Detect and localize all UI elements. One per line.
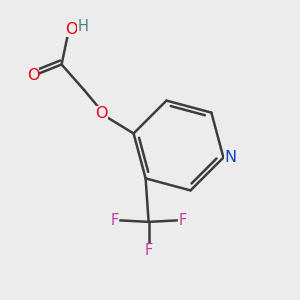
Text: O: O <box>27 68 39 83</box>
Text: F: F <box>178 213 187 228</box>
Text: O: O <box>95 106 108 122</box>
Text: F: F <box>145 244 153 259</box>
Text: N: N <box>224 150 236 165</box>
Text: F: F <box>111 213 119 228</box>
Text: H: H <box>77 19 88 34</box>
Text: O: O <box>65 22 78 37</box>
